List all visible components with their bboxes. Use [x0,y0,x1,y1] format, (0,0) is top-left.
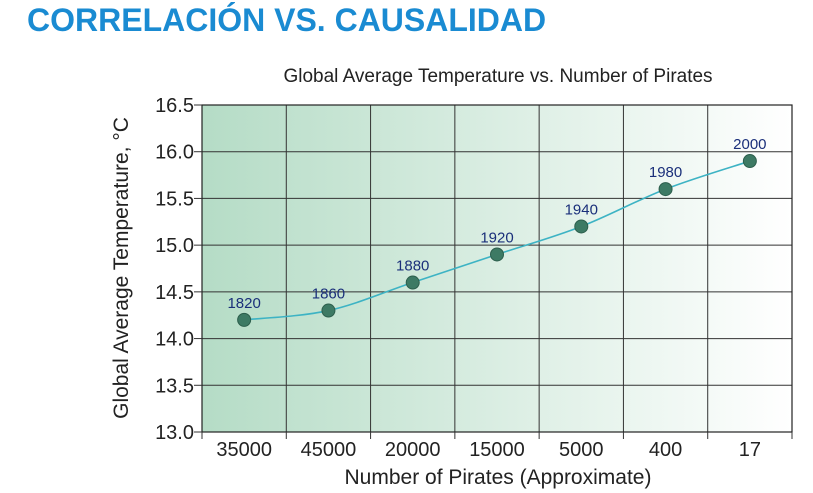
y-tick-label: 16.0 [155,142,194,164]
y-tick-label: 13.0 [155,422,194,444]
y-tick-label: 15.5 [155,188,194,210]
x-tick-label: 15000 [469,439,525,461]
data-point [237,312,252,327]
point-label: 1940 [565,201,598,218]
point-label: 1980 [649,164,682,181]
x-tick-label: 17 [739,439,761,461]
data-point [742,154,757,169]
data-point [405,275,420,290]
y-tick-label: 14.5 [155,282,194,304]
axis-ticks [194,104,793,439]
page-heading: CORRELACIÓN VS. CAUSALIDAD [27,2,547,38]
x-tick-label: 5000 [559,439,604,461]
y-tick-label: 13.5 [155,375,194,397]
y-tick-label: 15.0 [155,235,194,257]
x-tick-label: 20000 [385,439,441,461]
y-tick-label: 14.0 [155,329,194,351]
y-tick-label: 16.5 [155,95,194,117]
point-label: 1920 [480,229,513,246]
chart-title: Global Average Temperature vs. Number of… [283,66,712,87]
plot-area [202,105,792,432]
data-point [574,219,589,234]
x-tick-label: 35000 [216,439,272,461]
data-markers: 1820 1860 1880 1920 1940 1980 2000 [227,136,767,327]
x-tick-label: 45000 [301,439,357,461]
point-label: 2000 [733,136,766,153]
x-axis-title: Number of Pirates (Approximate) [345,466,652,489]
data-point [490,247,504,262]
x-tick-label: 400 [649,439,682,461]
point-label: 1860 [312,286,345,303]
point-label: 1820 [227,295,260,312]
point-label: 1880 [396,258,429,275]
y-axis-title: Global Average Temperature, °C [110,117,133,419]
data-point [658,182,673,197]
plot-frame [201,104,793,433]
axis-labels: 13.0 13.5 14.0 14.5 15.0 15.5 16.0 16.5 35000 450… [155,95,761,461]
data-point [321,303,336,318]
